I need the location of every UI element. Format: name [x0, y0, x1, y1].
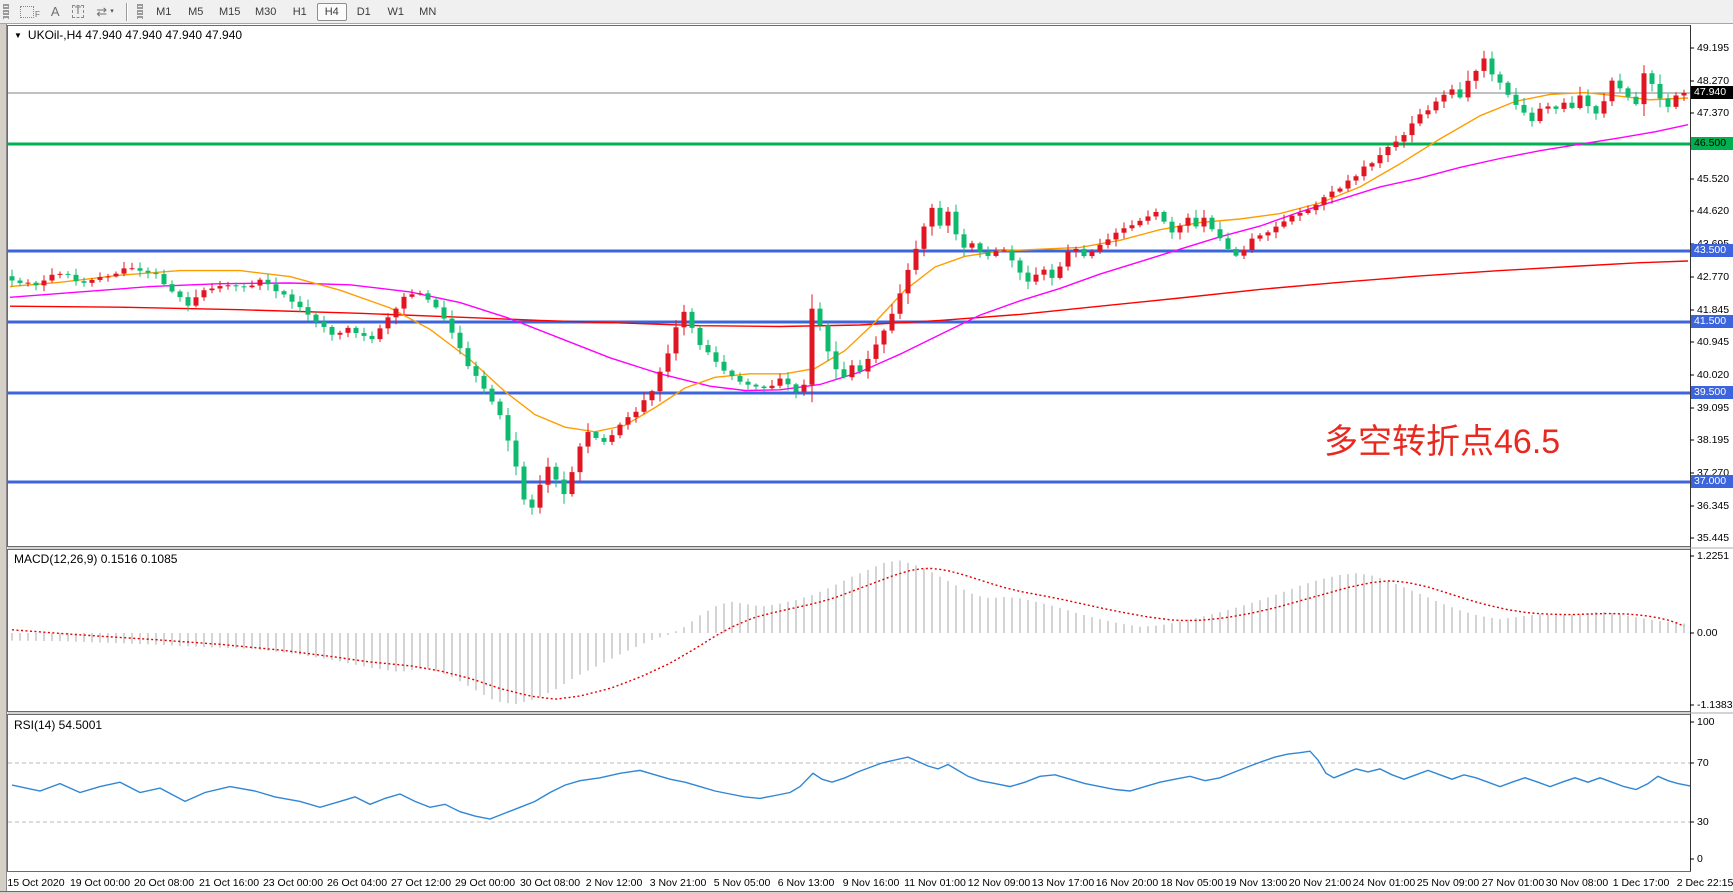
price-tick-label: 47.370 [1697, 107, 1730, 119]
toolbar-drag-handle[interactable] [3, 4, 9, 19]
price-badge: 41.500 [1691, 315, 1733, 328]
rsi-tick-label: 30 [1697, 816, 1709, 828]
symbol-ohlc-text: UKOil-,H4 47.940 47.940 47.940 47.940 [27, 28, 243, 42]
candles-layer[interactable] [9, 50, 1687, 515]
toolbar-drag-handle[interactable] [136, 4, 143, 19]
horizontal-level-lines[interactable] [8, 92, 1690, 484]
timeframe-button-m5[interactable]: M5 [188, 5, 204, 18]
time-axis-label: 24 Nov 01:00 [1352, 877, 1416, 889]
macd-tick-label: 1.2251 [1697, 550, 1730, 562]
time-axis-label: 5 Nov 05:00 [713, 877, 771, 889]
price-tick-label: 42.770 [1697, 271, 1730, 283]
toolbar: F A T ⇄ ▾ M1 M5 M15 M30 H1 H4 D1 W1 MN [0, 0, 1733, 24]
time-axis-label: 1 Dec 17:00 [1612, 877, 1670, 889]
macd-signal-line [11, 567, 1685, 700]
timeframe-button-h1[interactable]: H1 [292, 5, 307, 18]
price-tick-label: 48.270 [1697, 75, 1730, 87]
price-tick-label: 41.845 [1697, 304, 1730, 316]
time-axis-label: 11 Nov 01:00 [904, 877, 966, 889]
timeframe-button-m15[interactable]: M15 [219, 5, 241, 18]
dropdown-caret-icon: ▾ [110, 8, 114, 15]
price-badge: 39.500 [1691, 386, 1733, 399]
time-axis-label: 30 Oct 08:00 [519, 877, 581, 889]
price-tick-label: 38.195 [1697, 434, 1730, 446]
timeframe-button-m1[interactable]: M1 [156, 5, 172, 18]
time-axis-label: 29 Oct 00:00 [454, 877, 516, 889]
macd-panel-label: MACD(12,26,9) 0.1516 0.1085 [14, 552, 178, 566]
timeframe-button-w1[interactable]: W1 [387, 5, 404, 18]
price-tick-label: 45.520 [1697, 173, 1730, 185]
time-axis-label: 27 Oct 12:00 [390, 877, 452, 889]
time-axis-label: 19 Oct 00:00 [69, 877, 131, 889]
macd-layer [11, 560, 1685, 704]
price-tick-label: 49.195 [1697, 42, 1730, 54]
time-axis-label: 18 Nov 05:00 [1160, 877, 1224, 889]
time-axis-label: 2 Dec 22:15 [1676, 877, 1733, 889]
price-tick-label: 40.945 [1697, 336, 1730, 348]
text-label-icon[interactable]: A [50, 4, 60, 19]
time-axis-label: 19 Nov 13:00 [1224, 877, 1288, 889]
timeframe-button-m30[interactable]: M30 [255, 5, 277, 18]
panel-frames [7, 25, 1733, 872]
chart-window-icon[interactable]: F [20, 5, 40, 19]
time-axis-label: 20 Oct 08:00 [133, 877, 195, 889]
rsi-tick-label: 0 [1697, 853, 1703, 865]
time-axis-label: 25 Nov 09:00 [1416, 877, 1480, 889]
rsi-tick-label: 100 [1697, 716, 1715, 728]
window-bottom-edge [0, 891, 1733, 894]
timeframe-button-h4[interactable]: H4 [316, 2, 347, 21]
price-badge: 37.000 [1691, 475, 1733, 488]
price-badge: 47.940 [1691, 86, 1733, 99]
time-axis-label: 13 Nov 17:00 [1031, 877, 1095, 889]
timeframe-button-d1[interactable]: D1 [356, 5, 371, 18]
rsi-layer [8, 750, 1691, 823]
timeframe-button-mn[interactable]: MN [419, 5, 437, 18]
macd-tick-label: -1.1383 [1697, 699, 1733, 711]
time-axis-label: 26 Oct 04:00 [326, 877, 388, 889]
ma-mid-line [9, 124, 1689, 392]
chart-window-icon-label: F [35, 9, 40, 19]
arrange-objects-icon[interactable]: ⇄ ▾ [96, 4, 114, 19]
price-badge: 43.500 [1691, 244, 1733, 257]
symbol-dropdown-icon[interactable]: ▼ [14, 30, 22, 40]
rsi-panel-label: RSI(14) 54.5001 [14, 718, 103, 732]
rsi-line [11, 750, 1691, 820]
symbol-bar[interactable]: ▼ UKOil-,H4 47.940 47.940 47.940 47.940 [14, 28, 242, 42]
toolbar-separator [125, 2, 128, 21]
price-tick-label: 35.445 [1697, 532, 1730, 544]
time-axis-label: 15 Oct 2020 [7, 877, 65, 889]
time-axis-label: 30 Nov 08:00 [1545, 877, 1609, 889]
time-axis-label: 9 Nov 16:00 [842, 877, 900, 889]
time-axis-label: 12 Nov 09:00 [967, 877, 1031, 889]
time-axis-label: 27 Nov 01:00 [1481, 877, 1545, 889]
price-tick-label: 36.345 [1697, 500, 1730, 512]
time-axis-label: 21 Oct 16:00 [198, 877, 260, 889]
price-tick-label: 39.095 [1697, 402, 1730, 414]
dotted-grid-icon [20, 5, 34, 18]
text-box-icon[interactable]: T [71, 5, 85, 18]
time-axis-label: 6 Nov 13:00 [777, 877, 835, 889]
time-axis-label: 3 Nov 21:00 [649, 877, 707, 889]
time-axis-label: 2 Nov 12:00 [585, 877, 643, 889]
macd-tick-label: 0.00 [1697, 627, 1718, 639]
chart-text-annotation[interactable]: 多空转折点46.5 [1324, 423, 1561, 461]
price-tick-label: 44.620 [1697, 205, 1730, 217]
price-badge: 46.500 [1691, 137, 1733, 150]
time-axis-label: 16 Nov 20:00 [1095, 877, 1159, 889]
rsi-tick-label: 70 [1697, 757, 1709, 769]
price-tick-label: 40.020 [1697, 369, 1730, 381]
time-axis-label: 23 Oct 00:00 [262, 877, 324, 889]
ma-fast-line [9, 91, 1689, 433]
window-left-edge [0, 24, 7, 894]
time-axis-label: 20 Nov 21:00 [1288, 877, 1352, 889]
ma-slow-line [9, 260, 1689, 328]
